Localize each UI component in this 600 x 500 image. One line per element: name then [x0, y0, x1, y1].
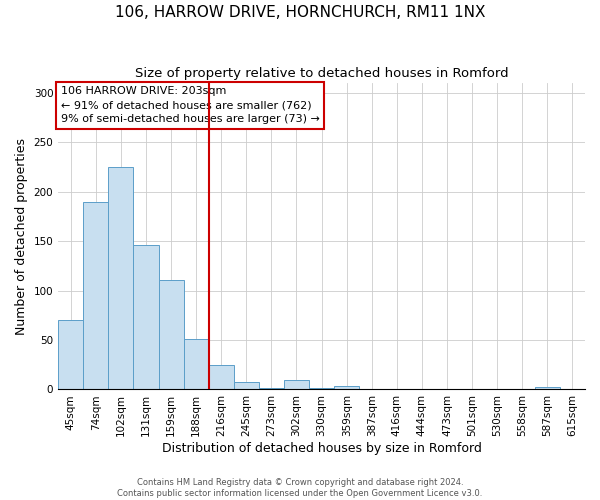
X-axis label: Distribution of detached houses by size in Romford: Distribution of detached houses by size … [161, 442, 482, 455]
Bar [58, 320, 83, 390]
Bar [133, 245, 158, 390]
Bar [209, 364, 234, 390]
Bar [535, 388, 560, 390]
Bar [309, 388, 334, 390]
Bar [109, 167, 133, 390]
Bar [259, 388, 284, 390]
Y-axis label: Number of detached properties: Number of detached properties [15, 138, 28, 335]
Bar [184, 339, 209, 390]
Bar [158, 280, 184, 390]
Bar [83, 202, 109, 390]
Text: 106 HARROW DRIVE: 203sqm
← 91% of detached houses are smaller (762)
9% of semi-d: 106 HARROW DRIVE: 203sqm ← 91% of detach… [61, 86, 320, 124]
Bar [284, 380, 309, 390]
Bar [334, 386, 359, 390]
Text: Contains HM Land Registry data © Crown copyright and database right 2024.
Contai: Contains HM Land Registry data © Crown c… [118, 478, 482, 498]
Bar [234, 382, 259, 390]
Text: 106, HARROW DRIVE, HORNCHURCH, RM11 1NX: 106, HARROW DRIVE, HORNCHURCH, RM11 1NX [115, 5, 485, 20]
Title: Size of property relative to detached houses in Romford: Size of property relative to detached ho… [135, 68, 508, 80]
